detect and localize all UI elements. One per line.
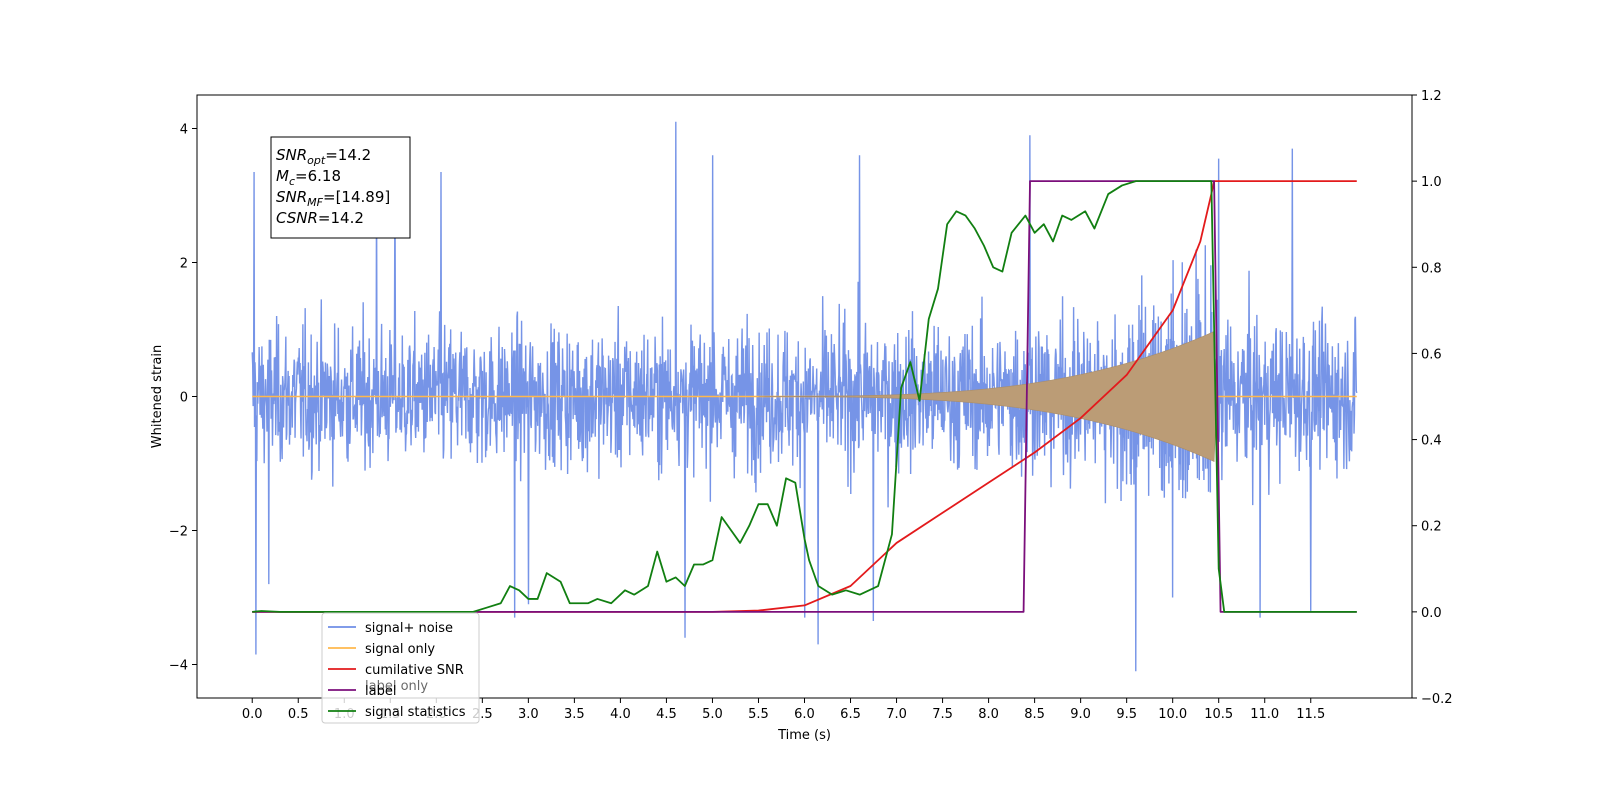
annotation-symbol: M	[276, 167, 289, 185]
x-tick-label: 6.5	[840, 707, 861, 722]
legend-label: signal statistics	[365, 705, 466, 720]
legend: label only signal+ noise signal only cumila…	[321, 612, 480, 724]
x-tick-label: 10.0	[1158, 707, 1187, 722]
x-tick-label: 8.5	[1024, 707, 1045, 722]
y-axis-left: −4 −2 0 2 4	[169, 123, 197, 674]
y-tick-label: 4	[180, 123, 188, 138]
annotation-line: CSNR=14.2	[276, 209, 364, 227]
x-tick-label: 0.5	[288, 707, 309, 722]
x-tick-label: 3.0	[518, 707, 539, 722]
y2-tick-label: 1.0	[1421, 175, 1442, 190]
x-tick-label: 11.5	[1296, 707, 1325, 722]
y2-tick-label: 0.8	[1421, 261, 1442, 276]
annotation-value: =[14.89]	[323, 188, 390, 206]
noise-series	[251, 121, 1358, 672]
y2-tick-label: 0.6	[1421, 347, 1442, 362]
x-tick-label: 11.0	[1250, 707, 1279, 722]
annotation-symbol: SNR	[276, 146, 307, 164]
annotation-subscript: MF	[307, 196, 323, 209]
annotation-symbol: CSNR	[276, 209, 318, 227]
annotation-symbol: SNR	[276, 188, 307, 206]
y2-tick-label: 1.2	[1421, 89, 1442, 104]
y-tick-label: −4	[169, 659, 188, 674]
y-tick-label: −2	[169, 525, 188, 540]
legend-frame	[321, 612, 480, 724]
x-axis-label: Time (s)	[777, 728, 831, 743]
annotation-line: SNRMF=[14.89]	[276, 188, 390, 209]
y2-tick-label: 0.2	[1421, 520, 1442, 535]
y2-tick-label: 0.0	[1421, 606, 1442, 621]
series-line-cumilative-snr	[252, 180, 1357, 613]
annotation-value: =6.18	[295, 167, 341, 185]
x-tick-label: 5.0	[702, 707, 723, 722]
annotation-value: =14.2	[325, 146, 371, 164]
x-tick-label: 6.0	[794, 707, 815, 722]
legend-label: label	[365, 684, 396, 699]
x-tick-label: 9.5	[1116, 707, 1137, 722]
annotation-subscript: c	[289, 175, 295, 188]
annotation-frame	[270, 136, 411, 239]
x-tick-label: 8.0	[978, 707, 999, 722]
y-tick-label: 0	[180, 391, 188, 406]
y-tick-label: 2	[180, 257, 188, 272]
x-tick-label: 7.5	[932, 707, 953, 722]
annotation-subscript: opt	[307, 154, 326, 167]
y2-tick-label: −0.2	[1421, 692, 1453, 707]
y-axis-label: Whitened strain	[150, 345, 165, 448]
x-tick-label: 3.5	[564, 707, 585, 722]
right-axis-series	[252, 180, 1357, 613]
series-line-signal-statistics	[252, 180, 1357, 613]
annotation-line: Mc=6.18	[276, 167, 341, 188]
signal-noise-line	[251, 121, 1358, 672]
x-tick-label: 10.5	[1204, 707, 1233, 722]
annotation-value: =14.2	[318, 209, 364, 227]
x-tick-label: 9.0	[1070, 707, 1091, 722]
legend-label: cumilative SNR	[365, 663, 464, 678]
x-tick-label: 7.0	[886, 707, 907, 722]
x-tick-label: 0.0	[242, 707, 263, 722]
x-tick-label: 4.5	[656, 707, 677, 722]
legend-hidden-text: label only	[365, 679, 428, 694]
y-axis-right: −0.2 0.0 0.2 0.4 0.6 0.8 1.0 1.2	[1412, 89, 1453, 707]
x-tick-label: 4.0	[610, 707, 631, 722]
legend-label: signal+ noise	[365, 621, 453, 636]
y2-tick-label: 0.4	[1421, 434, 1442, 449]
annotation-line: SNRopt=14.2	[276, 146, 371, 167]
x-tick-label: 5.5	[748, 707, 769, 722]
legend-label: signal only	[365, 642, 435, 657]
